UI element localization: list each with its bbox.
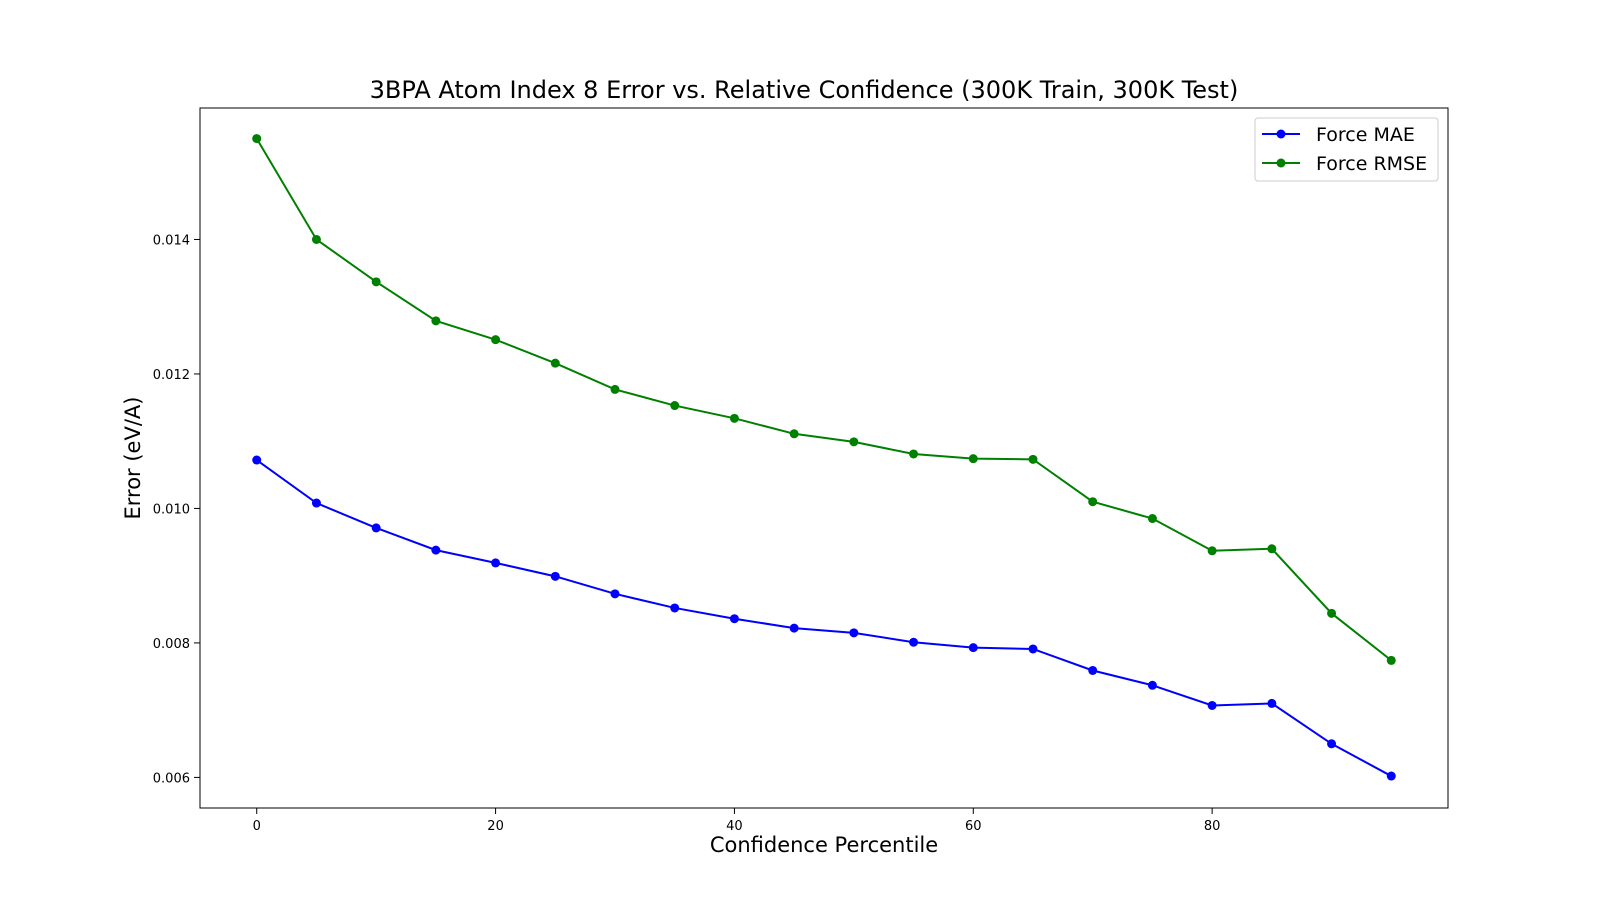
data-point-force-mae bbox=[1267, 698, 1277, 708]
chart-title: 3BPA Atom Index 8 Error vs. Relative Con… bbox=[370, 76, 1239, 104]
x-tick-label: 0 bbox=[253, 819, 261, 834]
data-point-force-mae bbox=[1147, 680, 1157, 690]
data-point-force-rmse bbox=[1207, 546, 1217, 556]
y-tick-label: 0.010 bbox=[153, 502, 190, 517]
data-point-force-rmse bbox=[1386, 655, 1396, 665]
data-point-force-mae bbox=[252, 455, 262, 465]
x-tick-label: 80 bbox=[1204, 819, 1221, 834]
x-axis-title: Confidence Percentile bbox=[710, 833, 938, 857]
y-tick-label: 0.014 bbox=[153, 233, 190, 248]
plot-frame bbox=[199, 107, 1449, 809]
series-line-force-mae bbox=[256, 459, 1392, 777]
legend-marker-force-rmse bbox=[1276, 158, 1286, 168]
legend-box bbox=[1254, 117, 1439, 182]
y-tick-label: 0.008 bbox=[153, 637, 190, 652]
data-point-force-rmse bbox=[670, 401, 680, 411]
data-point-force-rmse bbox=[1028, 454, 1038, 464]
y-axis: 0.006 0.008 0.010 0.012 0.014 bbox=[153, 233, 200, 786]
data-point-force-mae bbox=[491, 558, 501, 568]
data-point-force-rmse bbox=[311, 234, 321, 244]
data-point-force-rmse bbox=[610, 384, 620, 394]
data-point-force-rmse bbox=[789, 429, 799, 439]
data-point-force-mae bbox=[1088, 665, 1098, 675]
data-point-force-mae bbox=[789, 623, 799, 633]
series-force-rmse bbox=[252, 134, 1396, 665]
x-tick-label: 60 bbox=[965, 819, 982, 834]
x-tick-label: 20 bbox=[487, 819, 504, 834]
data-point-force-mae bbox=[311, 498, 321, 508]
plot-area bbox=[252, 134, 1396, 781]
data-point-force-mae bbox=[909, 637, 919, 647]
data-point-force-mae bbox=[849, 628, 859, 638]
series-force-mae bbox=[252, 455, 1396, 781]
data-point-force-mae bbox=[1386, 771, 1396, 781]
data-point-force-rmse bbox=[1267, 544, 1277, 554]
data-point-force-rmse bbox=[968, 454, 978, 464]
data-point-force-mae bbox=[610, 589, 620, 599]
x-tick-label: 40 bbox=[726, 819, 743, 834]
legend-marker-force-mae bbox=[1276, 129, 1286, 139]
data-point-force-rmse bbox=[491, 335, 501, 345]
data-point-force-mae bbox=[1028, 644, 1038, 654]
y-axis-title: Error (eV/A) bbox=[121, 397, 145, 520]
series-line-force-rmse bbox=[255, 138, 1392, 662]
data-point-force-rmse bbox=[1088, 497, 1098, 507]
data-point-force-rmse bbox=[252, 134, 262, 144]
data-point-force-mae bbox=[550, 571, 560, 581]
data-point-force-mae bbox=[431, 545, 441, 555]
data-point-force-rmse bbox=[431, 316, 441, 326]
data-point-force-mae bbox=[670, 603, 680, 613]
data-point-force-mae bbox=[371, 523, 381, 533]
y-tick-label: 0.012 bbox=[153, 368, 190, 383]
legend-label: Force RMSE bbox=[1316, 153, 1427, 175]
data-point-force-mae bbox=[1207, 700, 1217, 710]
data-point-force-rmse bbox=[371, 277, 381, 287]
legend-label: Force MAE bbox=[1316, 124, 1415, 146]
data-point-force-rmse bbox=[550, 358, 560, 368]
data-point-force-mae bbox=[1327, 739, 1337, 749]
legend: Force MAE Force RMSE bbox=[1254, 117, 1439, 182]
y-tick-label: 0.006 bbox=[153, 771, 190, 786]
data-point-force-rmse bbox=[729, 413, 739, 423]
x-axis: 0 20 40 60 80 bbox=[253, 808, 1221, 834]
data-point-force-mae bbox=[729, 614, 739, 624]
data-point-force-rmse bbox=[1147, 514, 1157, 524]
data-point-force-rmse bbox=[1327, 608, 1337, 618]
data-point-force-mae bbox=[968, 643, 978, 653]
data-point-force-rmse bbox=[849, 437, 859, 447]
data-point-force-rmse bbox=[909, 449, 919, 459]
